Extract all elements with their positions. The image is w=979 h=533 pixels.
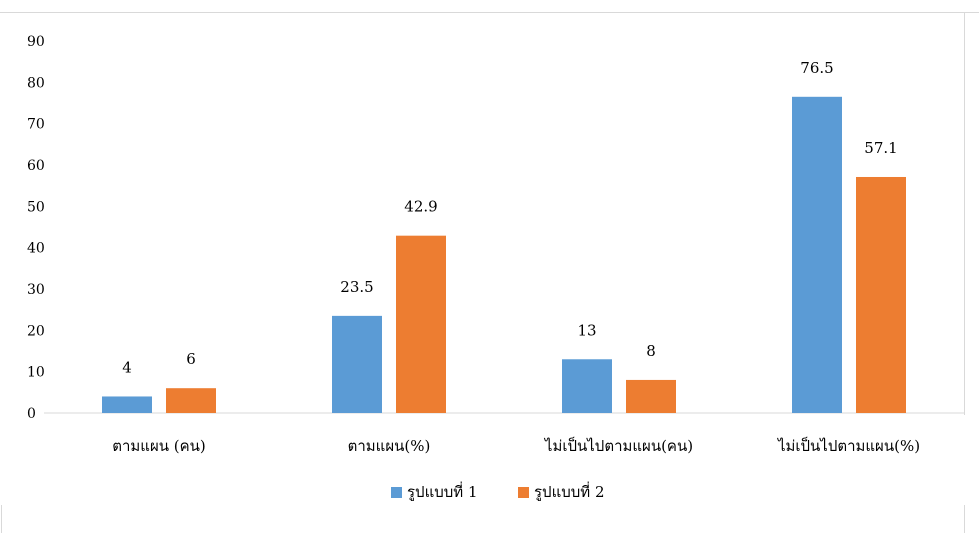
bar-series-2 [396, 235, 446, 413]
data-labels: 4 6 23.5 42.9 13 8 76.5 57.1 [122, 59, 897, 377]
data-label: 57.1 [864, 139, 897, 157]
y-tick-label: 10 [27, 365, 45, 381]
bar-series-1 [792, 96, 842, 414]
y-tick-label: 30 [27, 282, 45, 298]
x-tick-label: ตามแผน(%) [348, 437, 431, 455]
data-label: 6 [186, 350, 196, 368]
y-tick-label: 50 [27, 199, 45, 215]
bar-series-2 [856, 176, 906, 413]
data-label: 4 [122, 358, 132, 376]
y-tick-label: 0 [27, 406, 36, 422]
frame-border-top [0, 12, 979, 13]
y-tick-label: 70 [27, 117, 45, 133]
y-axis: 0 10 20 30 40 50 60 70 80 90 [27, 34, 45, 422]
bar-series-2 [626, 379, 676, 413]
frame-border-right [964, 12, 965, 415]
bar-series-1 [102, 396, 152, 413]
legend: รูปแบบที่ 1 รูปแบบที่ 2 [391, 481, 605, 501]
legend-label-series-2: รูปแบบที่ 2 [534, 481, 605, 501]
bars [102, 96, 906, 414]
y-tick-label: 60 [27, 158, 45, 174]
frame-border-left-bottom [1, 505, 2, 533]
y-tick-label: 90 [27, 34, 45, 50]
y-tick-label: 20 [27, 323, 45, 339]
x-tick-label: ตามแผน (คน) [112, 437, 206, 455]
x-tick-label: ไม่เป็นไปตามแผน(คน) [544, 436, 693, 455]
frame-border-right-bottom [964, 505, 965, 533]
legend-swatch-series-1 [391, 487, 402, 498]
y-tick-label: 40 [27, 241, 45, 257]
data-label: 76.5 [800, 59, 833, 77]
data-label: 42.9 [404, 198, 437, 216]
data-label: 13 [577, 321, 596, 339]
bar-series-1 [332, 315, 382, 413]
x-tick-label: ไม่เป็นไปตามแผน(%) [777, 436, 920, 455]
data-label: 8 [646, 342, 656, 360]
x-axis: ตามแผน (คน) ตามแผน(%) ไม่เป็นไปตามแผน(คน) ไ… [44, 412, 964, 455]
data-label: 23.5 [340, 278, 373, 296]
legend-swatch-series-2 [518, 487, 529, 498]
bar-series-2 [166, 388, 216, 413]
y-tick-label: 80 [27, 75, 45, 91]
legend-label-series-1: รูปแบบที่ 1 [407, 481, 478, 501]
bar-series-1 [562, 359, 612, 413]
